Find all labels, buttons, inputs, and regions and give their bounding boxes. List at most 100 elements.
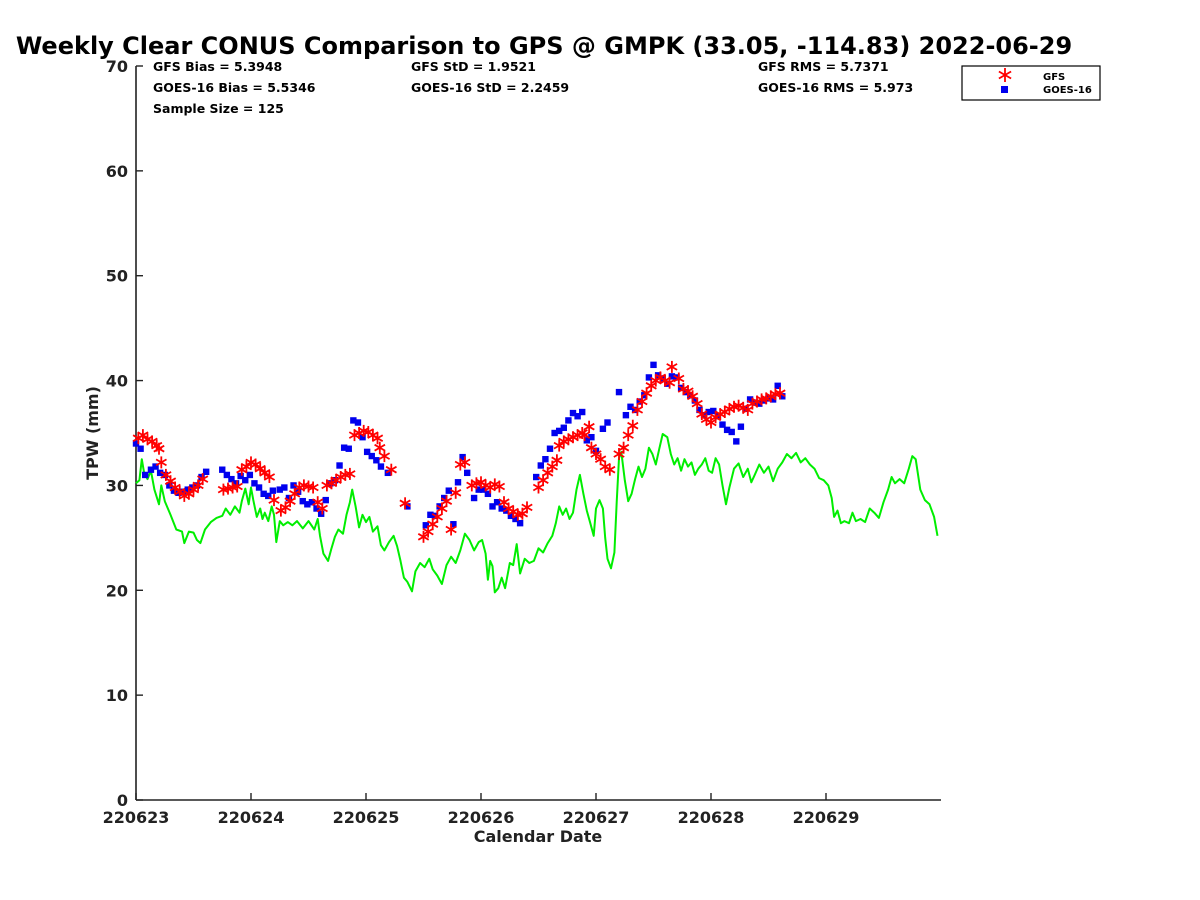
gfs-data-point: [696, 408, 708, 421]
gfs-data-point: [631, 403, 644, 416]
goes-data-point: [152, 463, 159, 470]
goes-data-point: [489, 503, 496, 510]
goes-data-point: [142, 471, 149, 479]
goes-data-point: [198, 473, 205, 481]
gfs-data-point: [263, 471, 276, 483]
gfs-rms-stat: GFS RMS = 5.7371: [758, 59, 889, 74]
sample-size-stat: Sample Size = 125: [153, 101, 284, 116]
y-tick-label: 60: [106, 162, 128, 181]
gfs-data-point: [590, 448, 602, 460]
goes-data-point: [599, 425, 607, 433]
gfs-data-point: [378, 450, 391, 463]
goes-data-point: [359, 433, 366, 441]
goes-data-point: [454, 479, 462, 486]
goes-data-point: [579, 408, 586, 416]
gps-series-line: [135, 433, 939, 594]
gfs-data-point: [673, 372, 685, 385]
x-axis-label: Calendar Date: [474, 827, 603, 846]
goes-data-point: [588, 433, 595, 441]
goes-data-point: [132, 440, 140, 447]
gfs-data-point: [551, 454, 563, 467]
goes-data-point: [179, 488, 187, 495]
gfs-data-point: [316, 502, 328, 515]
x-tick-label: 220628: [678, 808, 745, 827]
gfs-data-point: [663, 376, 676, 389]
gfs-data-point: [183, 487, 195, 500]
goes-data-point: [285, 494, 293, 502]
goes-data-point: [354, 419, 362, 426]
goes-data-point: [737, 423, 745, 430]
goes-data-point: [728, 428, 735, 436]
gfs-data-point: [578, 429, 591, 442]
goes-data-point: [189, 484, 196, 491]
goes-data-point: [542, 456, 549, 463]
gfs-data-point: [636, 395, 648, 408]
x-tick-label: 220626: [448, 808, 515, 827]
chart-title: Weekly Clear CONUS Comparison to GPS @ G…: [16, 32, 1072, 60]
gfs-data-point: [627, 419, 639, 432]
y-tick-label: 40: [106, 372, 128, 391]
gfs-data-point: [705, 416, 717, 429]
goes-data-point: [276, 486, 283, 493]
gfs-data-point: [493, 480, 506, 493]
goes-data-point: [350, 417, 357, 424]
gfs-data-point: [385, 463, 397, 476]
y-tick-label: 70: [106, 57, 128, 76]
goes-data-point: [265, 492, 272, 500]
y-tick-label: 0: [117, 791, 128, 810]
x-axis-ticks: 220623 220624 220625 220626 220627 220628 2206…: [103, 793, 860, 827]
goes-data-point: [368, 452, 375, 460]
goes-data-point: [228, 475, 235, 483]
y-axis-label: TPW (mm): [83, 386, 102, 480]
legend-goes-label: GOES-16: [1043, 85, 1092, 96]
goes-data-point: [733, 438, 740, 445]
goes-data-point: [516, 519, 524, 527]
goes-data-point: [363, 448, 371, 456]
goes-data-point: [170, 487, 178, 494]
gfs-data-point: [307, 481, 319, 494]
y-tick-label: 30: [106, 476, 128, 495]
goes-data-point: [441, 494, 448, 502]
gfs-data-point: [431, 510, 443, 523]
goes-data-point: [373, 457, 380, 464]
gfs-data-point: [174, 485, 186, 498]
goes-data-point: [304, 501, 311, 508]
goes-data-point: [484, 490, 492, 498]
goes-data-point: [246, 471, 254, 479]
goes-data-point: [774, 382, 781, 390]
gfs-data-point: [259, 466, 271, 479]
goes-data-point: [645, 374, 653, 381]
goes-data-point: [615, 388, 623, 396]
gfs-data-point: [399, 497, 411, 510]
y-tick-label: 50: [106, 267, 128, 286]
goes-data-point: [537, 462, 544, 469]
gfs-data-point: [691, 397, 703, 410]
goes-data-point: [746, 396, 754, 403]
gfs-data-point: [645, 379, 657, 392]
legend-gfs-marker: [998, 68, 1012, 82]
gfs-data-point: [440, 495, 453, 508]
gfs-data-point: [417, 530, 430, 543]
x-tick-label: 220629: [793, 808, 860, 827]
y-tick-label: 10: [106, 686, 128, 705]
goes-data-point: [340, 444, 348, 451]
goes-data-point: [237, 472, 244, 480]
goes-data-point: [719, 421, 726, 428]
gfs-data-point: [197, 473, 209, 486]
goes-data-point: [696, 406, 703, 414]
goes-std-stat: GOES-16 StD = 2.2459: [411, 80, 569, 95]
gfs-data-point: [604, 463, 616, 476]
gfs-data-point: [553, 439, 565, 452]
goes-data-point: [384, 469, 392, 477]
gfs-data-point: [146, 435, 158, 448]
goes-rms-stat: GOES-16 RMS = 5.973: [758, 80, 913, 95]
goes-data-point: [636, 398, 643, 405]
goes-data-point: [470, 494, 478, 502]
gfs-data-point: [450, 486, 462, 499]
goes-data-point: [560, 424, 567, 431]
goes-data-point: [336, 462, 343, 469]
gfs-data-point: [666, 360, 678, 373]
goes-data-point: [232, 480, 240, 487]
gfs-bias-stat: GFS Bias = 5.3948: [153, 59, 282, 74]
